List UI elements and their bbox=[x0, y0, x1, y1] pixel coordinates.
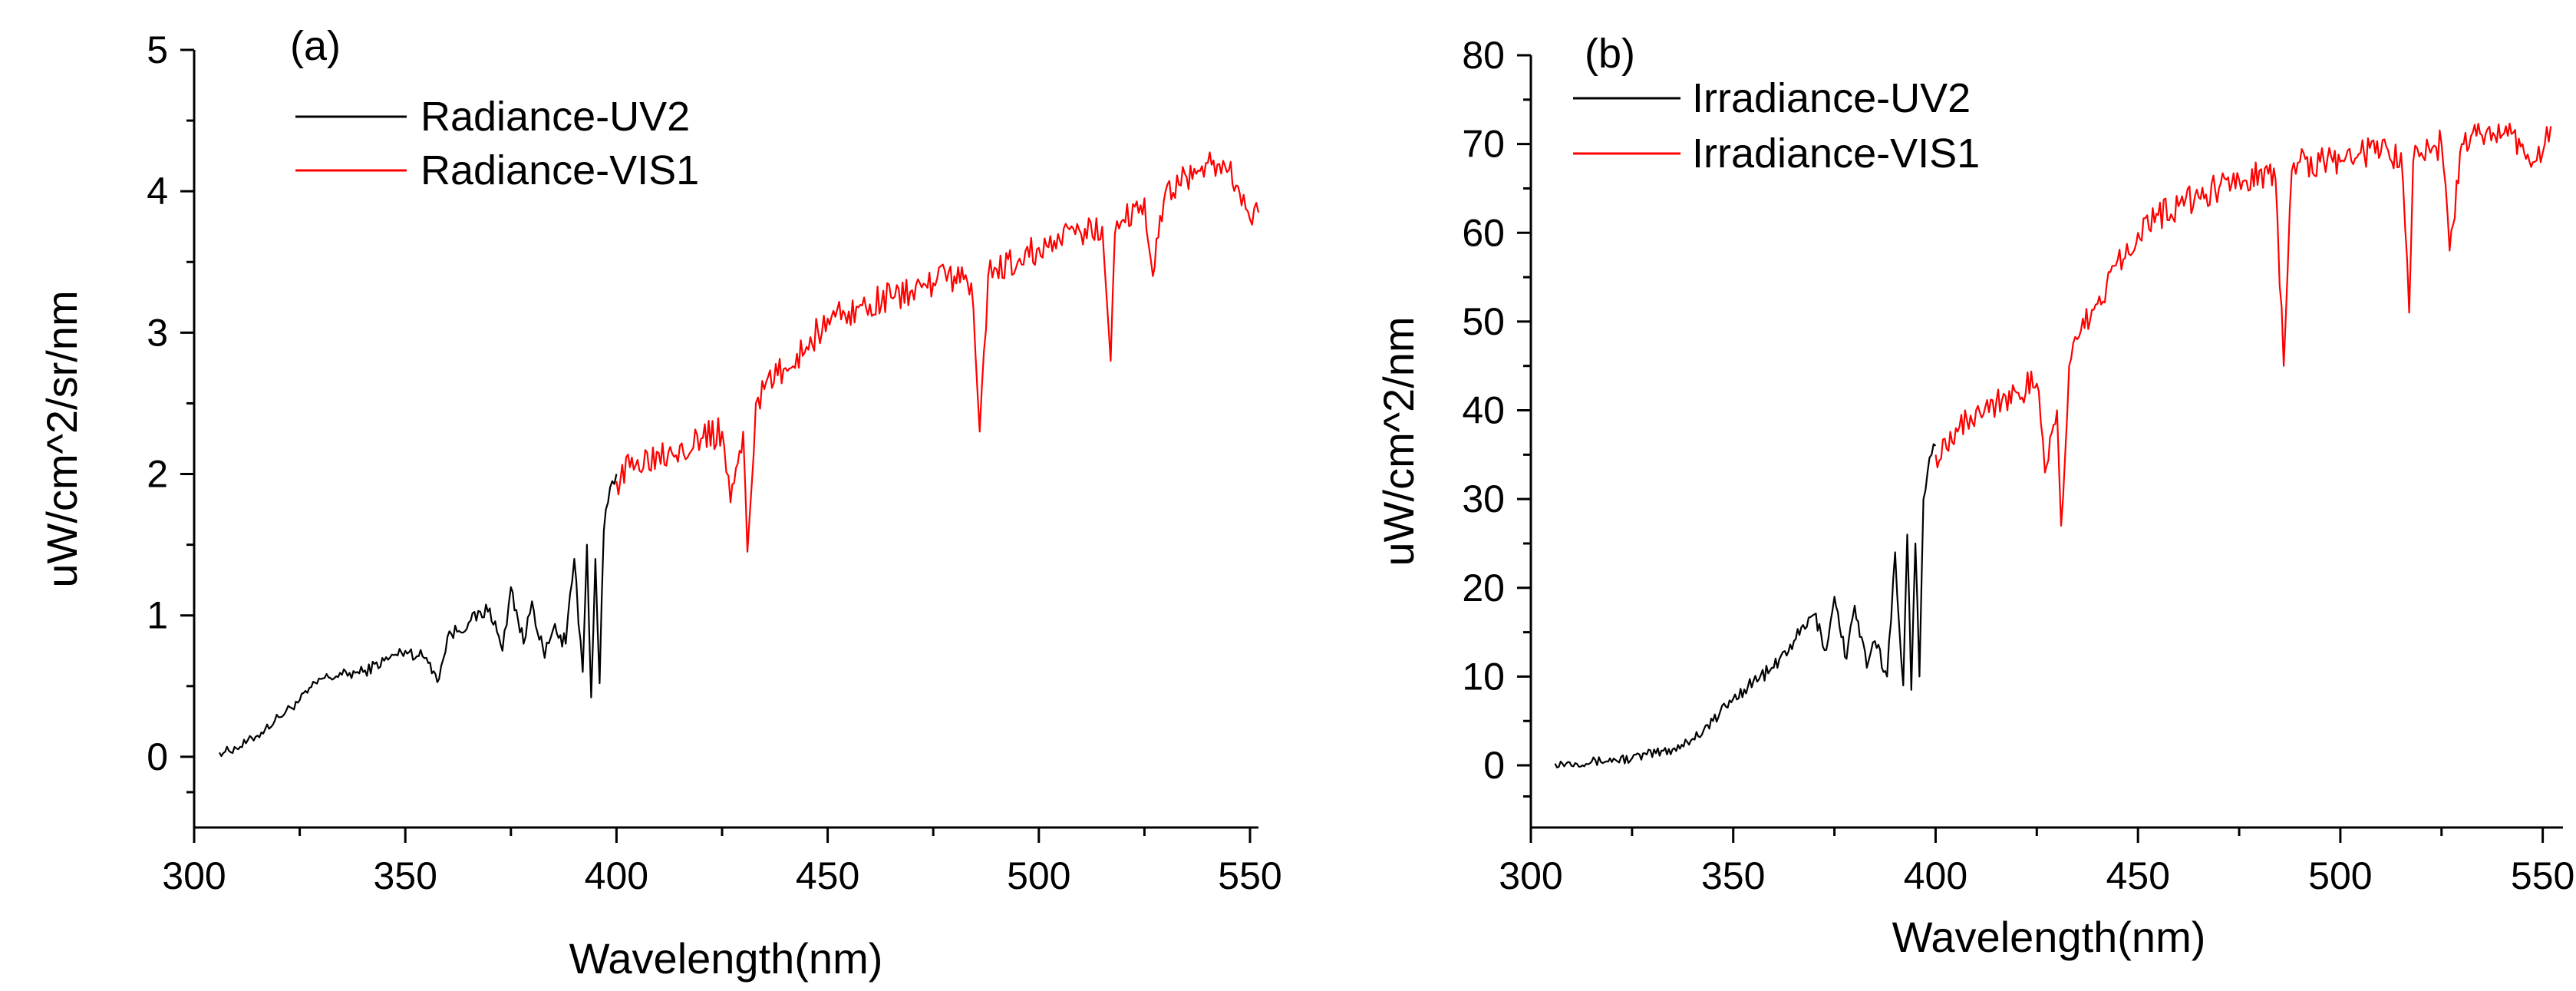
panel-b-x-axis-title: Wavelength(nm) bbox=[1892, 913, 2206, 961]
y-tick-label: 10 bbox=[1462, 655, 1505, 698]
panel-a-label: (a) bbox=[290, 23, 341, 69]
x-tick-label: 450 bbox=[2106, 854, 2169, 897]
panel-b-legend-label-uv2: Irradiance-UV2 bbox=[1692, 75, 1971, 121]
panel-a-radiance-chart: (a) 300 350 400 450 500 550 0 1 2 3 4 5 Radiance-U… bbox=[38, 23, 1282, 983]
y-tick-label: 2 bbox=[147, 453, 168, 496]
series-line-radiance-uv2 bbox=[219, 474, 618, 758]
y-tick-label: 1 bbox=[147, 594, 168, 637]
panel-a-legend-label-uv2: Radiance-UV2 bbox=[421, 94, 690, 140]
y-tick-label: 0 bbox=[1483, 744, 1505, 787]
x-tick-label: 400 bbox=[1904, 854, 1967, 897]
y-tick-label: 0 bbox=[147, 735, 168, 778]
y-tick-label: 70 bbox=[1462, 123, 1505, 166]
x-tick-label: 450 bbox=[796, 854, 859, 897]
panel-b-label: (b) bbox=[1585, 31, 1635, 77]
y-tick-label: 30 bbox=[1462, 477, 1505, 520]
y-tick-label: 4 bbox=[147, 170, 168, 213]
panel-a-series bbox=[219, 151, 1260, 758]
panel-a-y-ticks: 0 1 2 3 4 5 bbox=[147, 28, 194, 794]
panel-b-y-axis-title: uW/cm^2/nm bbox=[1374, 317, 1423, 567]
x-tick-label: 300 bbox=[1499, 854, 1562, 897]
y-tick-label: 3 bbox=[147, 311, 168, 354]
x-tick-label: 350 bbox=[373, 854, 437, 897]
y-tick-label: 60 bbox=[1462, 211, 1505, 254]
panel-a-legend-label-vis1: Radiance-VIS1 bbox=[421, 147, 699, 193]
y-tick-label: 40 bbox=[1462, 389, 1505, 432]
y-tick-label: 80 bbox=[1462, 34, 1505, 77]
series-line-irradiance-uv2 bbox=[1554, 443, 1937, 768]
panel-a-legend: Radiance-UV2 Radiance-VIS1 bbox=[295, 94, 699, 193]
panel-b-y-ticks: 0 10 20 30 40 50 60 70 80 bbox=[1462, 34, 1531, 798]
panel-b-irradiance-chart: (b) 300 350 400 450 500 550 0 10 20 30 40 50 60 70 80… bbox=[1374, 31, 2574, 961]
y-tick-label: 5 bbox=[147, 28, 168, 71]
x-tick-label: 300 bbox=[162, 854, 226, 897]
x-tick-label: 550 bbox=[1218, 854, 1281, 897]
panel-a-x-axis-title: Wavelength(nm) bbox=[569, 934, 883, 983]
panel-b-legend: Irradiance-UV2 Irradiance-VIS1 bbox=[1573, 75, 1980, 177]
panel-b-legend-label-vis1: Irradiance-VIS1 bbox=[1692, 130, 1980, 177]
x-tick-label: 500 bbox=[1007, 854, 1070, 897]
x-tick-label: 500 bbox=[2308, 854, 2372, 897]
panel-b-x-ticks: 300 350 400 450 500 550 bbox=[1499, 827, 2574, 897]
y-tick-label: 20 bbox=[1462, 567, 1505, 609]
panel-a-y-axis-title: uW/cm^2/sr/nm bbox=[38, 290, 86, 587]
x-tick-label: 550 bbox=[2511, 854, 2574, 897]
x-tick-label: 350 bbox=[1701, 854, 1765, 897]
x-tick-label: 400 bbox=[585, 854, 648, 897]
series-line-radiance-vis1 bbox=[615, 151, 1260, 553]
series-line-irradiance-vis1 bbox=[1934, 122, 2552, 527]
y-tick-label: 50 bbox=[1462, 300, 1505, 343]
panel-b-series bbox=[1554, 122, 2552, 768]
panel-a-x-ticks: 300 350 400 450 500 550 bbox=[162, 827, 1282, 897]
